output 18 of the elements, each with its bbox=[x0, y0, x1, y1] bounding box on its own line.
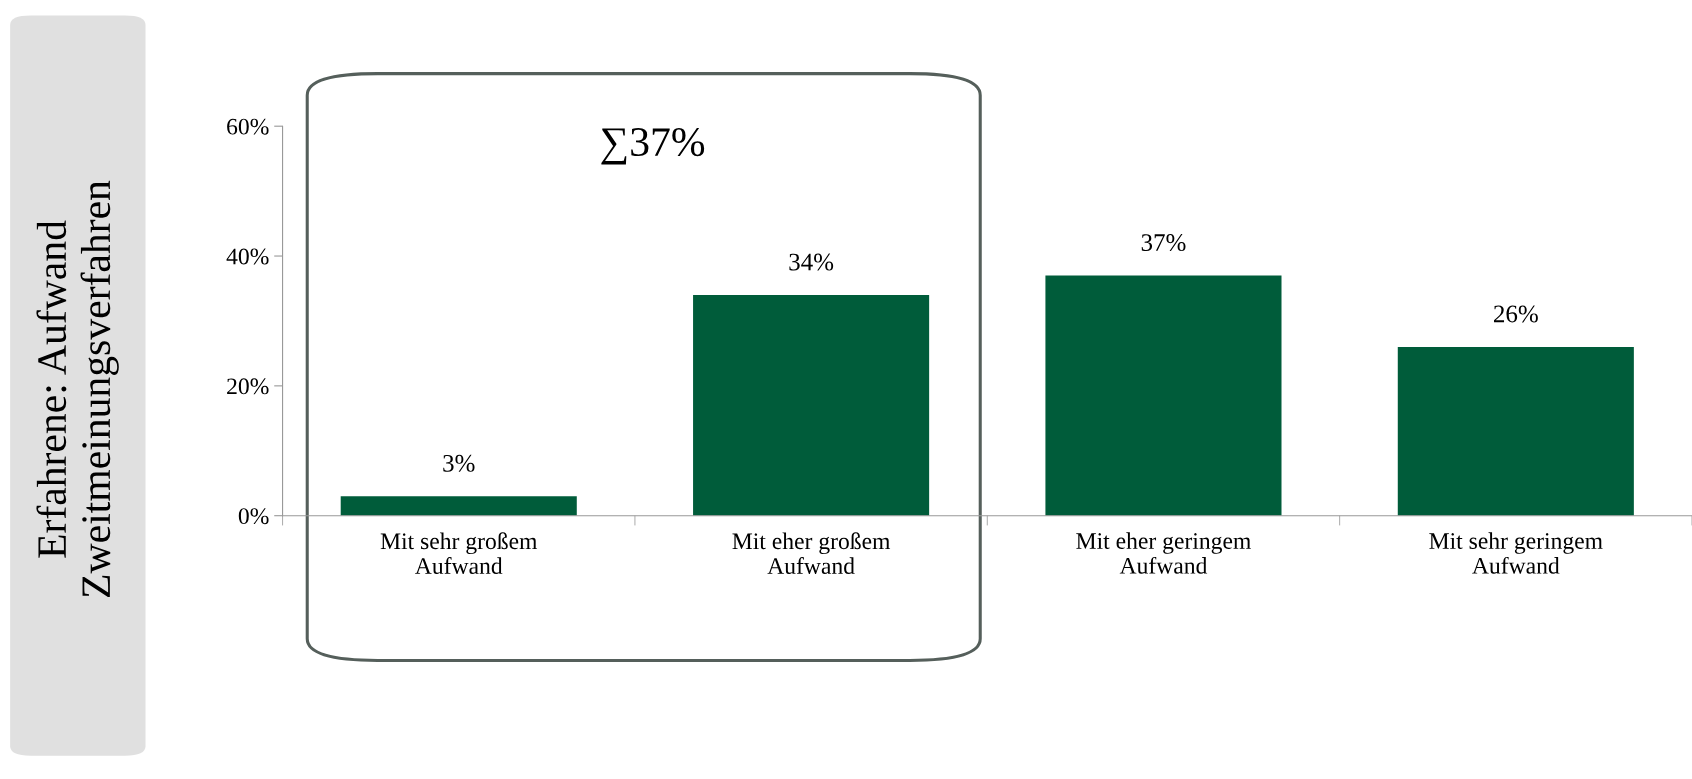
data-label: 3% bbox=[443, 454, 475, 472]
bar bbox=[693, 294, 930, 516]
text: Erfahrene: Aufwand Zweitmeinungsverfahren bbox=[36, 180, 119, 597]
x-tick-label: Mit sehr geringem Aufwand bbox=[1429, 532, 1603, 574]
x-tick-label: Mit sehr großem Aufwand bbox=[380, 532, 538, 574]
data-label: 37% bbox=[1141, 234, 1186, 252]
y-tick-label: 40% bbox=[226, 248, 269, 265]
bar bbox=[1045, 275, 1282, 516]
x-tick-label: Mit eher geringem Aufwand bbox=[1076, 532, 1251, 574]
y-tick-label: 20% bbox=[227, 378, 269, 395]
data-label: 34% bbox=[789, 253, 834, 271]
y-tick-label: 0% bbox=[238, 508, 269, 525]
annotation: ∑37% bbox=[601, 127, 705, 165]
bar bbox=[340, 496, 577, 516]
bar bbox=[1397, 346, 1634, 516]
x-tick-label: Mit eher großem Aufwand bbox=[732, 532, 891, 574]
data-label: 26% bbox=[1494, 305, 1538, 323]
y-tick-label: 60% bbox=[227, 118, 269, 135]
